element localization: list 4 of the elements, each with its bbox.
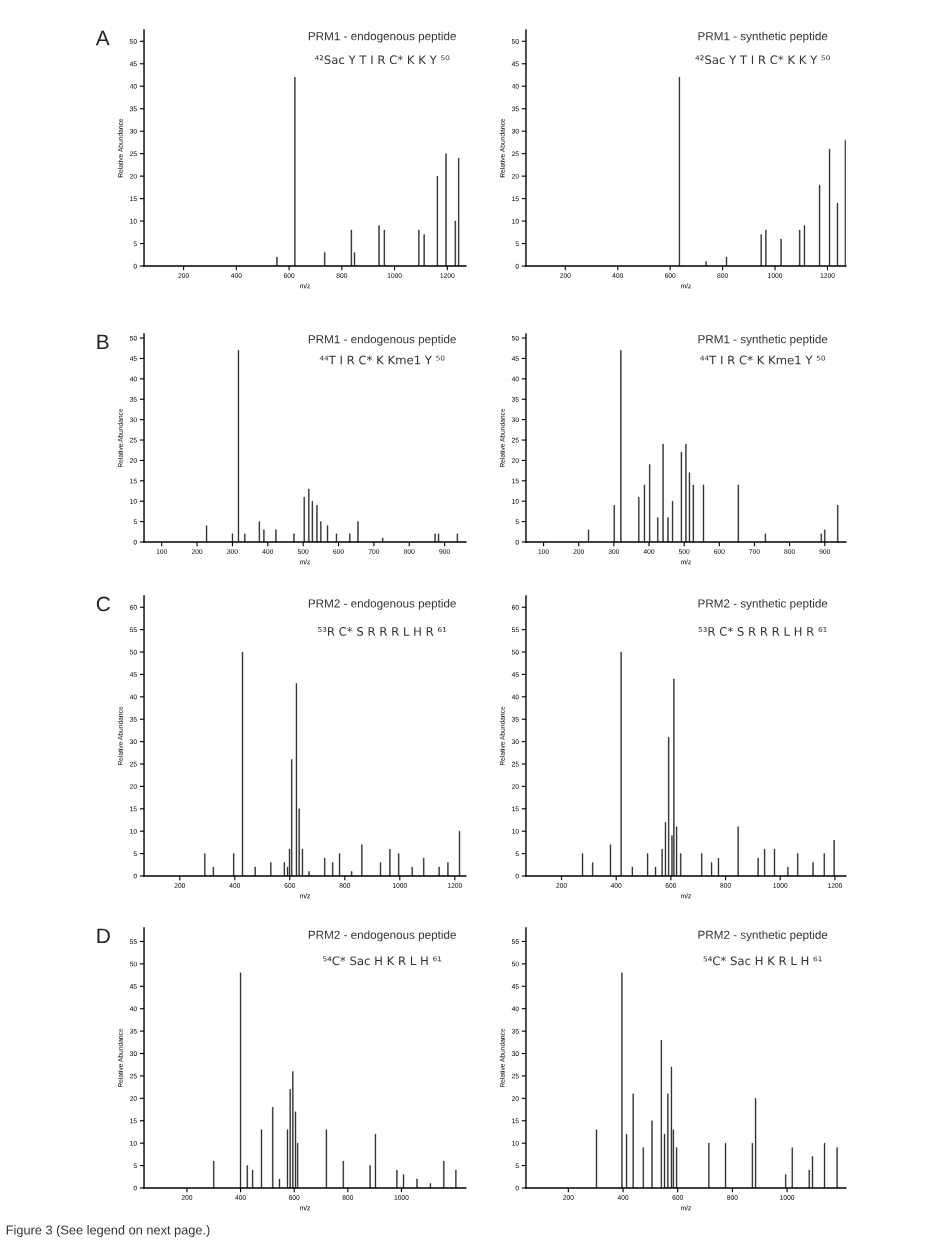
text: B xyxy=(97,334,109,350)
text: C xyxy=(96,596,111,612)
text: A xyxy=(95,30,110,46)
text: D xyxy=(97,928,110,944)
